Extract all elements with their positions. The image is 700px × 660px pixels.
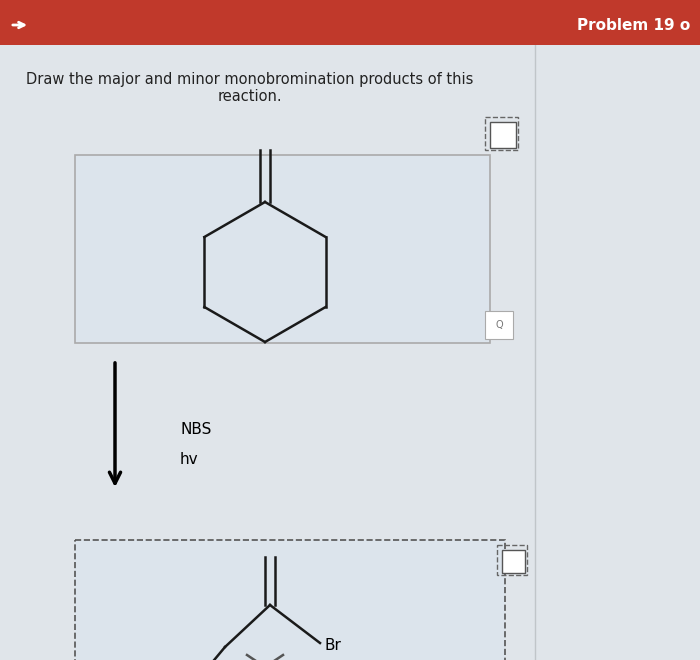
Bar bbox=[75, 155, 490, 343]
Text: hv: hv bbox=[180, 453, 199, 467]
Text: Draw the major and minor monobromination products of this
reaction.: Draw the major and minor monobromination… bbox=[27, 72, 474, 104]
Bar bbox=[485, 311, 513, 339]
Text: Problem 19 o: Problem 19 o bbox=[577, 18, 690, 32]
Bar bbox=[485, 117, 518, 150]
Bar bbox=[75, 540, 505, 660]
Bar bbox=[497, 545, 527, 575]
Bar bbox=[490, 122, 516, 148]
Text: Q: Q bbox=[495, 320, 503, 330]
Bar bbox=[0, 0, 700, 45]
Text: Br: Br bbox=[325, 638, 342, 653]
Bar bbox=[502, 550, 525, 573]
Text: NBS: NBS bbox=[180, 422, 211, 438]
